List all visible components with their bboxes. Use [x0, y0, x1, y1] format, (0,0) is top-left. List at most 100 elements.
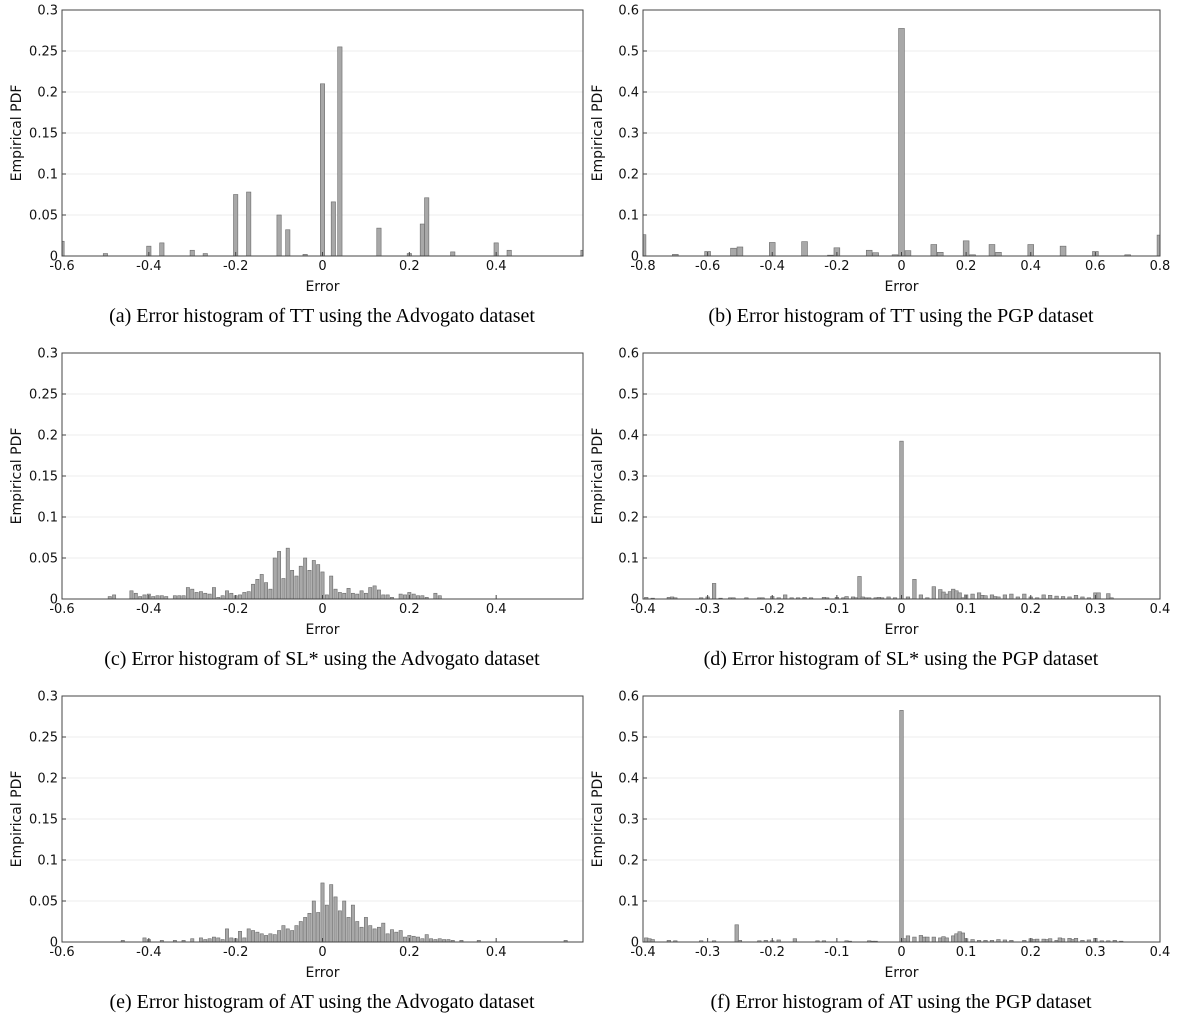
histogram-bar: [225, 591, 228, 599]
y-axis-label: Empirical PDF: [9, 771, 25, 868]
x-tick-label: -0.6: [49, 602, 74, 617]
y-axis-label: Empirical PDF: [590, 771, 606, 868]
histogram-bar: [1048, 595, 1052, 599]
histogram-bar: [900, 441, 904, 599]
histogram-bar: [425, 198, 429, 256]
x-tick-label: 0.3: [1085, 945, 1106, 960]
x-tick-label: 0.8: [1150, 259, 1171, 274]
histogram-bar: [420, 224, 424, 256]
histogram-bar: [256, 932, 259, 942]
histogram-bar: [382, 595, 385, 599]
x-tick-label: -0.4: [630, 602, 655, 617]
histogram-bar: [412, 594, 415, 599]
histogram-bar: [334, 589, 337, 599]
x-tick-label: 0: [897, 945, 905, 960]
x-tick-label: -0.1: [824, 602, 849, 617]
x-axis-label: Error: [305, 622, 339, 638]
x-tick-label: -0.6: [695, 259, 720, 274]
histogram-bar: [282, 926, 285, 942]
y-tick-label: 0.5: [618, 731, 639, 746]
y-tick-label: 0.05: [29, 209, 58, 224]
y-tick-label: 0.5: [618, 388, 639, 403]
x-tick-label: -0.2: [760, 602, 785, 617]
x-tick-label: 0: [318, 259, 326, 274]
histogram-bar: [364, 593, 367, 599]
y-tick-label: 0.2: [618, 854, 639, 869]
chart-panel: 0 0.1 0.2 0.3 0.4 0.5 0.6 -0.4 -0.3 -0.2 -0.1 0 0.1 0…: [590, 347, 1170, 671]
histogram-bar: [320, 84, 324, 256]
histogram-bar: [971, 594, 975, 599]
y-tick-label: 0.05: [29, 895, 58, 910]
histogram-bar: [295, 576, 298, 599]
histogram-bar: [899, 28, 905, 256]
y-tick-label: 0.5: [618, 45, 639, 60]
x-tick-label: -0.6: [49, 259, 74, 274]
histogram-bar: [369, 588, 372, 599]
histogram-bar: [451, 252, 455, 256]
histogram-bar: [186, 588, 189, 599]
x-tick-label: 0.2: [399, 945, 420, 960]
histogram-bar: [377, 927, 380, 942]
histogram-bar: [1097, 593, 1101, 599]
panel-caption: (b) Error histogram of TT using the PGP …: [708, 305, 1094, 327]
histogram-bar: [783, 595, 787, 599]
histogram-bar: [112, 595, 115, 599]
panel-caption: (f) Error histogram of AT using the PGP …: [710, 991, 1091, 1013]
histogram-bar: [308, 570, 311, 599]
histogram-bar: [937, 252, 943, 256]
histogram-bar: [377, 590, 380, 599]
histogram-bar: [295, 926, 298, 942]
histogram-bar: [360, 591, 363, 599]
y-axis-label: Empirical PDF: [590, 85, 606, 182]
y-tick-label: 0.25: [29, 388, 58, 403]
histogram-bar: [1042, 595, 1046, 599]
x-tick-label: -0.1: [824, 945, 849, 960]
histogram-bar: [190, 250, 194, 256]
histogram-bar: [299, 922, 302, 943]
histogram-bar: [712, 583, 716, 599]
histogram-bar: [290, 931, 293, 942]
x-tick-label: 0.4: [1150, 945, 1171, 960]
y-tick-label: 0.1: [618, 552, 639, 567]
y-tick-label: 0.6: [618, 4, 639, 19]
x-axis-label: Error: [884, 965, 918, 981]
histogram-bar: [338, 911, 341, 942]
x-tick-label: -0.4: [630, 945, 655, 960]
x-axis-label: Error: [305, 965, 339, 981]
y-tick-label: 0.25: [29, 45, 58, 60]
histogram-bar: [269, 934, 272, 942]
y-tick-label: 0.4: [618, 772, 639, 787]
histogram-bar: [247, 192, 251, 256]
histogram-bar: [225, 929, 228, 942]
histogram-bar: [264, 935, 267, 942]
x-tick-label: 0.4: [486, 945, 507, 960]
histogram-bar: [277, 551, 280, 599]
x-tick-label: 0.4: [486, 602, 507, 617]
histogram-bar: [199, 592, 202, 599]
y-tick-label: 0.2: [37, 429, 58, 444]
histogram-bar: [312, 901, 315, 942]
histogram-bar: [858, 576, 862, 599]
y-tick-label: 0.1: [37, 854, 58, 869]
histogram-bar: [1060, 246, 1066, 256]
histogram-bar: [308, 913, 311, 942]
x-tick-label: 0.2: [399, 259, 420, 274]
panel-caption: (a) Error histogram of TT using the Advo…: [109, 305, 535, 327]
histogram-bar: [399, 931, 402, 942]
histogram-bar: [130, 591, 133, 599]
histogram-bar: [204, 593, 207, 599]
x-tick-label: -0.6: [49, 945, 74, 960]
histogram-bar: [317, 565, 320, 599]
histogram-bar: [931, 245, 937, 256]
histogram-bar: [919, 595, 923, 599]
y-tick-label: 0.6: [618, 347, 639, 362]
x-tick-label: 0.4: [1150, 602, 1171, 617]
y-tick-label: 0.3: [37, 4, 58, 19]
y-tick-label: 0.4: [618, 429, 639, 444]
histogram-bar: [233, 195, 237, 257]
chart-panel: 0 0.05 0.1 0.15 0.2 0.25 0.3 -0.6 -0.4 -0.2 0 0.2 0.…: [9, 347, 583, 671]
histogram-bar: [913, 937, 917, 942]
x-tick-label: -0.4: [136, 259, 161, 274]
y-tick-label: 0.3: [618, 127, 639, 142]
histogram-bar: [989, 245, 995, 256]
